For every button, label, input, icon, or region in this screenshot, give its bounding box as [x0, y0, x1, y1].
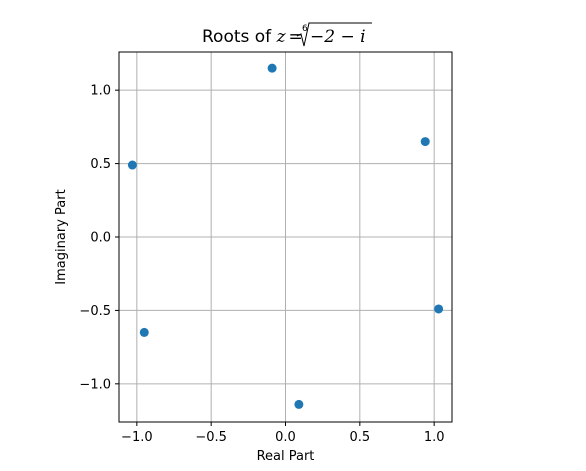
- chart-title-prefix: Roots of: [202, 27, 277, 47]
- chart-title-equals: =: [289, 27, 303, 47]
- grid-lines: [119, 52, 452, 422]
- data-point: [434, 304, 444, 314]
- y-tick-label: 0.0: [90, 231, 111, 246]
- x-tick-label: 0.5: [349, 430, 370, 445]
- y-tick-label: −1.0: [79, 377, 111, 392]
- y-axis-label: Imaginary Part: [54, 189, 69, 284]
- y-tick-label: 0.5: [90, 157, 111, 172]
- svg-text:Roots of z=: Roots of z =: [202, 27, 303, 47]
- chart-title-root-index: 6: [302, 24, 308, 34]
- data-point: [267, 63, 277, 73]
- data-point: [139, 327, 149, 337]
- data-point: [127, 160, 137, 170]
- chart-title-radicand: −2 − i: [310, 27, 366, 47]
- y-tick-label: −0.5: [79, 304, 111, 319]
- chart-title: Roots of z = 6 −2 − i: [202, 22, 372, 47]
- x-tick-label: −1.0: [121, 430, 153, 445]
- data-point: [420, 137, 430, 147]
- x-tick-label: −0.5: [195, 430, 227, 445]
- x-axis-label: Real Part: [257, 449, 315, 464]
- data-point: [294, 399, 304, 409]
- plot-frame: [118, 51, 453, 423]
- x-tick-label: 1.0: [424, 430, 445, 445]
- y-tick-label: 1.0: [90, 84, 111, 99]
- axis-ticks: −1.0 −0.5 0.0 0.5 1.0 −1.0 −0.5 0.0 0.5 1.0: [79, 84, 444, 445]
- radical-sign-icon: [296, 22, 372, 47]
- chart-title-lhs: z: [276, 27, 287, 47]
- x-tick-label: 0.0: [275, 430, 296, 445]
- data-points: [127, 63, 444, 409]
